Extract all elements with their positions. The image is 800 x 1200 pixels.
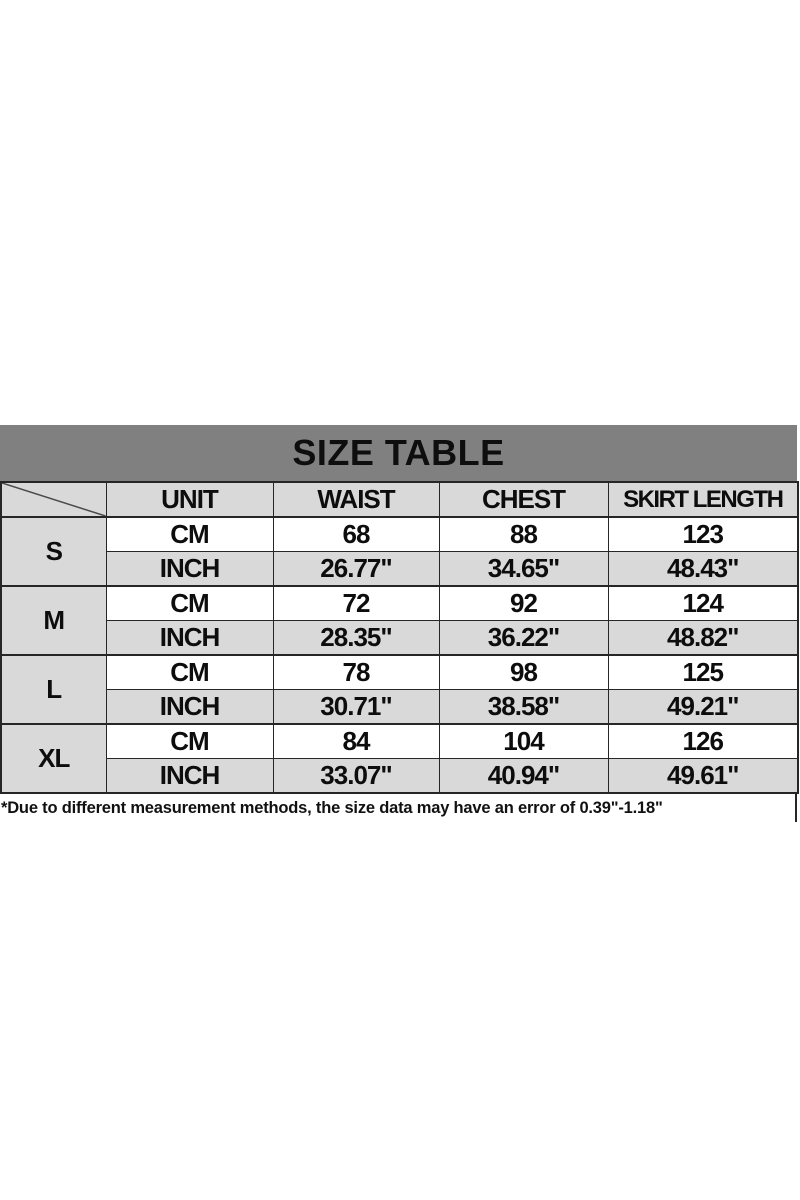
- value-cell: 40.94": [438, 758, 609, 794]
- value-cell: 49.21": [607, 689, 799, 725]
- table-row-xl-inch: INCH 33.07" 40.94" 49.61": [1, 758, 799, 794]
- value-cell: 49.61": [607, 758, 799, 794]
- size-cell-l: L: [0, 654, 107, 725]
- value-cell: 123: [607, 516, 799, 552]
- value-cell: 126: [607, 723, 799, 759]
- value-cell: 48.43": [607, 551, 799, 587]
- value-cell: 34.65": [438, 551, 609, 587]
- table-row-m-inch: INCH 28.35" 36.22" 48.82": [1, 620, 799, 656]
- value-cell: 98: [438, 654, 609, 690]
- size-cell-xl: XL: [0, 723, 107, 794]
- corner-cell: [0, 481, 107, 518]
- unit-cell: CM: [105, 585, 274, 621]
- header-cell-chest: CHEST: [438, 481, 609, 518]
- value-cell: 104: [438, 723, 609, 759]
- table-row-s-inch: INCH 26.77" 34.65" 48.43": [1, 551, 799, 587]
- value-cell: 38.58": [438, 689, 609, 725]
- unit-cell: INCH: [105, 758, 274, 794]
- size-cell-m: M: [0, 585, 107, 656]
- table-row-xl-cm: XL CM 84 104 126: [0, 723, 799, 794]
- value-cell: 33.07": [272, 758, 440, 794]
- unit-cell: INCH: [105, 689, 274, 725]
- value-cell: 30.71": [272, 689, 440, 725]
- table-row-l-cm: L CM 78 98 125: [0, 654, 799, 725]
- table-row-s-cm: S CM 68 88 123: [0, 516, 799, 587]
- value-cell: 28.35": [272, 620, 440, 656]
- footnote: *Due to different measurement methods, t…: [0, 794, 797, 822]
- diagonal-line: [2, 483, 106, 516]
- value-cell: 88: [438, 516, 609, 552]
- table-row-l-inch: INCH 30.71" 38.58" 49.21": [1, 689, 799, 725]
- header-cell-waist: WAIST: [272, 481, 440, 518]
- value-cell: 36.22": [438, 620, 609, 656]
- value-cell: 92: [438, 585, 609, 621]
- value-cell: 68: [272, 516, 440, 552]
- header-cell-unit: UNIT: [105, 481, 274, 518]
- table-row-m-cm: M CM 72 92 124: [0, 585, 799, 656]
- footnote-text: *Due to different measurement methods, t…: [1, 798, 663, 817]
- size-table-title: SIZE TABLE: [292, 432, 505, 473]
- value-cell: 125: [607, 654, 799, 690]
- value-cell: 78: [272, 654, 440, 690]
- size-table-title-band: SIZE TABLE: [0, 425, 797, 481]
- header-row: UNIT WAIST CHEST SKIRT LENGTH: [0, 481, 799, 518]
- size-cell-s: S: [0, 516, 107, 587]
- value-cell: 26.77": [272, 551, 440, 587]
- unit-cell: INCH: [105, 620, 274, 656]
- value-cell: 124: [607, 585, 799, 621]
- unit-cell: CM: [105, 723, 274, 759]
- unit-cell: INCH: [105, 551, 274, 587]
- size-chart: SIZE TABLE UNIT WAIST CHEST SKIRT LENGTH: [0, 425, 799, 822]
- value-cell: 84: [272, 723, 440, 759]
- value-cell: 48.82": [607, 620, 799, 656]
- value-cell: 72: [272, 585, 440, 621]
- size-table: UNIT WAIST CHEST SKIRT LENGTH S CM 68 88…: [0, 481, 799, 794]
- unit-cell: CM: [105, 654, 274, 690]
- header-cell-skirt-length: SKIRT LENGTH: [607, 481, 799, 518]
- unit-cell: CM: [105, 516, 274, 552]
